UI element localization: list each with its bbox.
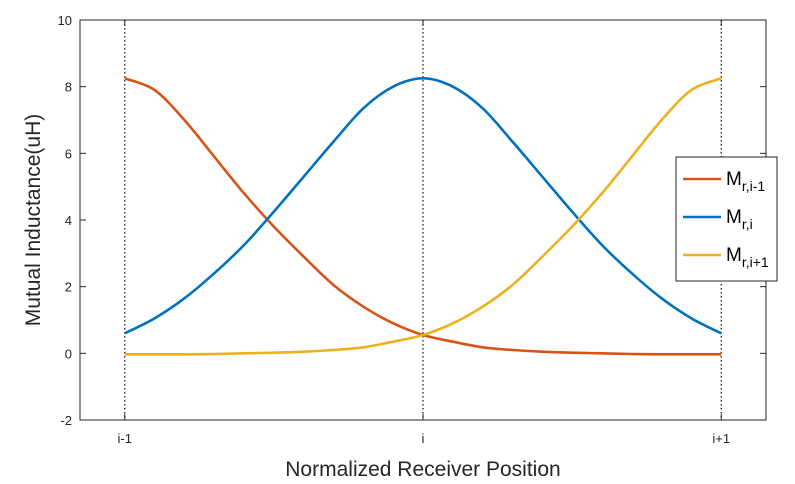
legend-box bbox=[675, 156, 778, 282]
y-tick-label: -2 bbox=[60, 413, 72, 428]
x-axis-ticks: i-1 i i+1 bbox=[118, 20, 730, 446]
legend-label: Mr,i+1 bbox=[726, 245, 769, 270]
series-lines bbox=[124, 77, 722, 356]
y-tick-label: 8 bbox=[65, 80, 72, 95]
y-axis-label: Mutual Inductance(uH) bbox=[22, 114, 45, 326]
y-tick-label: 6 bbox=[65, 146, 72, 161]
x-tick-label: i bbox=[422, 431, 425, 446]
legend-label: Mr,i bbox=[726, 207, 753, 232]
y-tick-label: 4 bbox=[65, 213, 72, 228]
y-axis-ticks: -2 0 2 4 6 8 10 bbox=[58, 13, 766, 428]
legend-label: Mr,i-1 bbox=[726, 169, 765, 194]
x-axis-label: Normalized Receiver Position bbox=[285, 458, 560, 481]
legend: Mr,i-1 Mr,i Mr,i+1 bbox=[675, 156, 778, 282]
y-tick-label: 0 bbox=[65, 346, 72, 361]
series-line-1 bbox=[124, 77, 722, 335]
y-tick-label: 2 bbox=[65, 280, 72, 295]
y-tick-label: 10 bbox=[58, 13, 72, 28]
series-line-2 bbox=[124, 77, 722, 356]
x-tick-label: i+1 bbox=[712, 431, 730, 446]
x-tick-label: i-1 bbox=[118, 431, 132, 446]
